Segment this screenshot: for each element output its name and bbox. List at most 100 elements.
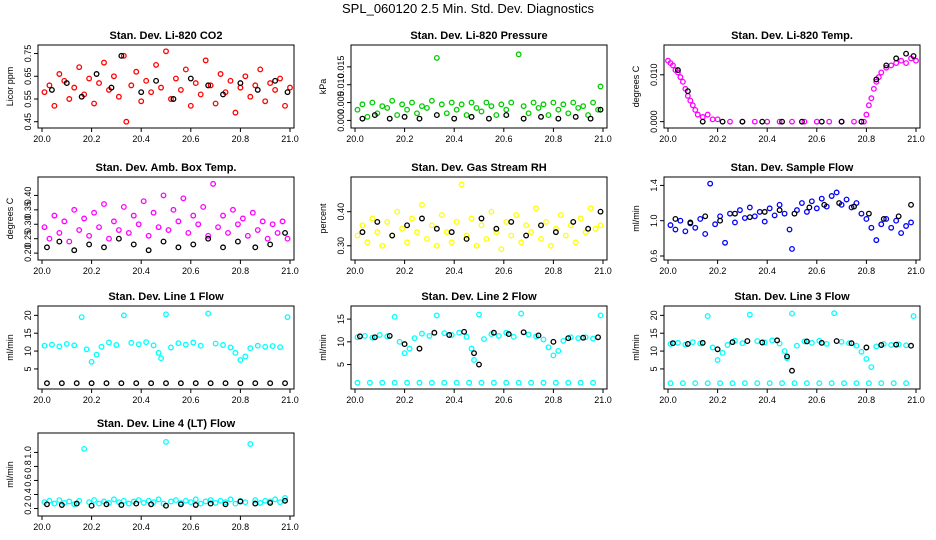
data-point	[190, 241, 197, 248]
data-point	[687, 219, 694, 226]
data-point	[222, 380, 229, 387]
data-point	[359, 222, 366, 229]
y-tick-label: 0.2	[23, 502, 33, 515]
data-point	[823, 340, 830, 347]
data-point	[207, 82, 214, 89]
data-point	[838, 118, 845, 125]
data-point	[212, 340, 219, 347]
data-point	[448, 239, 455, 246]
data-point	[389, 97, 396, 104]
data-point	[898, 57, 905, 64]
panel-title: Stan. Dev. Li-820 Temp.	[731, 30, 853, 42]
data-point	[63, 80, 70, 87]
data-point	[692, 224, 699, 231]
data-point	[262, 98, 269, 105]
data-point	[550, 99, 557, 106]
data-point	[530, 99, 537, 106]
data-point	[441, 379, 448, 386]
data-point	[101, 201, 107, 208]
x-tick-label: 20.4	[758, 395, 776, 405]
data-point	[172, 75, 179, 82]
data-point	[562, 232, 569, 239]
data-point	[684, 92, 691, 99]
data-point	[106, 235, 112, 242]
data-point	[433, 312, 440, 319]
data-point	[384, 218, 391, 225]
data-point	[222, 501, 229, 508]
data-point	[555, 115, 562, 122]
data-point	[264, 235, 271, 242]
data-point	[237, 357, 244, 363]
data-point	[254, 86, 261, 93]
data-point	[485, 115, 492, 122]
data-point	[595, 334, 601, 341]
data-point	[709, 344, 716, 351]
x-tick-label: 20.6	[182, 522, 200, 532]
plot-frame	[37, 44, 295, 129]
data-point	[163, 380, 169, 387]
x-tick-label: 20.8	[232, 522, 250, 532]
data-point	[503, 112, 510, 119]
panel-4: Stan. Dev. Amb. Box Temp. 20.0 20.2 20.4 20.…	[5, 162, 299, 276]
data-point	[433, 225, 440, 232]
x-tick-label: 20.4	[132, 395, 150, 405]
data-point	[453, 379, 460, 386]
x-tick-label: 20.2	[396, 266, 414, 276]
figure-title: SPL_060120 2.5 Min. Std. Dev. Diagnostic…	[342, 1, 594, 16]
data-point	[466, 379, 473, 386]
data-point	[76, 64, 83, 71]
data-point	[478, 215, 485, 222]
data-point	[448, 99, 455, 106]
x-tick-label: 20.6	[495, 266, 513, 276]
data-point	[282, 380, 288, 387]
data-point	[557, 212, 564, 219]
data-point	[577, 215, 584, 222]
data-point	[110, 496, 117, 503]
data-point	[761, 208, 768, 215]
data-point	[913, 57, 919, 64]
data-point	[751, 118, 758, 125]
data-point	[282, 102, 288, 109]
data-point	[903, 342, 910, 349]
x-tick-label: 21.0	[907, 134, 925, 144]
data-point	[888, 62, 895, 69]
x-tick-label: 21.0	[907, 395, 925, 405]
data-point	[771, 212, 778, 219]
data-point	[776, 201, 783, 208]
data-point	[155, 224, 162, 231]
panel-8: Stan. Dev. Line 2 Flow 20.0 20.2 20.4 20.6 20…	[318, 291, 612, 405]
y-tick-label: 0.005	[336, 91, 346, 114]
data-point	[103, 501, 110, 508]
data-point	[545, 344, 552, 351]
data-point	[133, 68, 140, 75]
x-tick-label: 20.2	[709, 266, 727, 276]
data-point	[488, 208, 495, 215]
data-point	[592, 225, 599, 232]
data-point	[597, 208, 604, 215]
data-point	[895, 213, 902, 220]
plot-frame	[350, 305, 608, 390]
y-tick-label: 0.25	[23, 230, 33, 248]
data-point	[515, 51, 522, 58]
data-point	[535, 104, 542, 111]
data-point	[160, 238, 167, 245]
panel-10: Stan. Dev. Line 4 (LT) Flow 20.0 20.2 20.4 2…	[5, 418, 299, 532]
data-point	[364, 239, 371, 246]
data-point	[893, 217, 900, 224]
data-point	[868, 224, 875, 231]
data-point	[582, 334, 589, 341]
data-point	[158, 84, 164, 91]
data-point	[746, 311, 753, 318]
data-point	[414, 110, 420, 117]
data-point	[520, 115, 527, 122]
y-tick-label: 0.55	[23, 90, 33, 108]
data-point	[597, 106, 604, 113]
y-tick-label: 0.45	[23, 113, 33, 131]
data-point	[237, 80, 244, 87]
data-point	[123, 118, 130, 125]
data-point	[490, 379, 497, 386]
y-axis-label: degrees C	[631, 65, 641, 107]
data-point	[910, 313, 917, 320]
data-point	[205, 232, 212, 239]
data-point	[192, 80, 199, 87]
